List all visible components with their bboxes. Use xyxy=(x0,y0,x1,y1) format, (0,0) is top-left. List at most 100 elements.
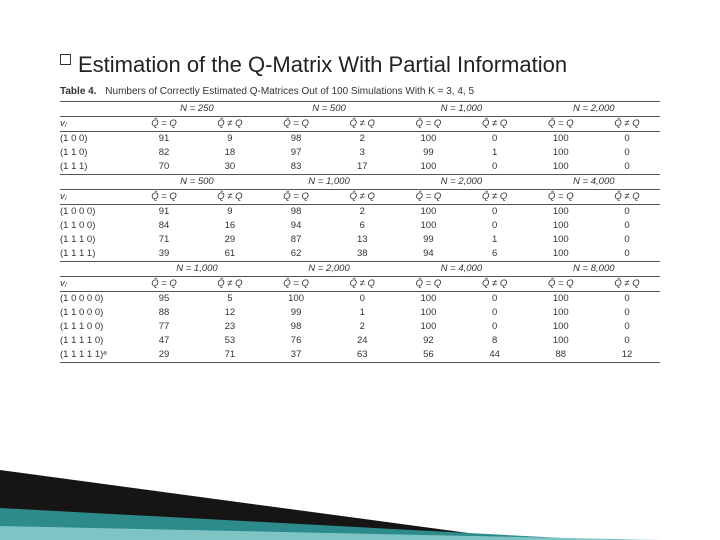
cell-eq: 95 xyxy=(131,291,197,306)
n-header: N = 8,000 xyxy=(528,261,660,276)
cell-eq: 99 xyxy=(263,306,329,320)
cell-neq: 0 xyxy=(594,291,660,306)
cell-neq: 12 xyxy=(594,348,660,363)
cell-neq: 63 xyxy=(329,348,395,363)
vj-value: (1 0 0 0) xyxy=(60,204,131,219)
cell-neq: 0 xyxy=(594,204,660,219)
cell-neq: 29 xyxy=(197,233,263,247)
neq-label: Q̂ ≠ Q xyxy=(197,189,263,204)
n-header: N = 4,000 xyxy=(528,174,660,189)
sub-header-row: vⱼQ̂ = QQ̂ ≠ QQ̂ = QQ̂ ≠ QQ̂ = QQ̂ ≠ QQ̂… xyxy=(60,189,660,204)
cell-neq: 38 xyxy=(329,247,395,262)
cell-neq: 23 xyxy=(197,320,263,334)
neq-label: Q̂ ≠ Q xyxy=(329,276,395,291)
cell-neq: 71 xyxy=(197,348,263,363)
table-row: (1 0 0 0)91998210001000 xyxy=(60,204,660,219)
cell-eq: 100 xyxy=(528,131,594,146)
table-row: (1 0 0 0 0)955100010001000 xyxy=(60,291,660,306)
cell-eq: 97 xyxy=(263,146,329,160)
neq-label: Q̂ ≠ Q xyxy=(197,116,263,131)
eq-label: Q̂ = Q xyxy=(528,276,594,291)
cell-neq: 44 xyxy=(462,348,528,363)
vj-value: (1 1 1) xyxy=(60,160,131,175)
cell-eq: 56 xyxy=(395,348,461,363)
vj-head-empty xyxy=(60,261,131,276)
sub-header-row: vⱼQ̂ = QQ̂ ≠ QQ̂ = QQ̂ ≠ QQ̂ = QQ̂ ≠ QQ̂… xyxy=(60,116,660,131)
cell-neq: 17 xyxy=(329,160,395,175)
cell-eq: 70 xyxy=(131,160,197,175)
vj-label: vⱼ xyxy=(60,189,131,204)
cell-eq: 29 xyxy=(131,348,197,363)
cell-eq: 62 xyxy=(263,247,329,262)
cell-neq: 2 xyxy=(329,320,395,334)
eq-label: Q̂ = Q xyxy=(528,116,594,131)
table-row: (1 1 1 0)712987139911000 xyxy=(60,233,660,247)
cell-eq: 100 xyxy=(395,219,461,233)
cell-neq: 0 xyxy=(594,320,660,334)
cell-eq: 39 xyxy=(131,247,197,262)
table-caption: Table 4. Numbers of Correctly Estimated … xyxy=(60,86,660,97)
title-text: Estimation of the Q-Matrix With Partial … xyxy=(78,52,567,77)
cell-eq: 99 xyxy=(395,146,461,160)
cell-neq: 0 xyxy=(462,320,528,334)
cell-neq: 0 xyxy=(594,131,660,146)
sub-header-row: vⱼQ̂ = QQ̂ ≠ QQ̂ = QQ̂ ≠ QQ̂ = QQ̂ ≠ QQ̂… xyxy=(60,276,660,291)
cell-neq: 0 xyxy=(329,291,395,306)
cell-eq: 100 xyxy=(528,291,594,306)
cell-neq: 13 xyxy=(329,233,395,247)
cell-eq: 100 xyxy=(395,131,461,146)
group-n-row: N = 1,000N = 2,000N = 4,000N = 8,000 xyxy=(60,261,660,276)
cell-neq: 9 xyxy=(197,131,263,146)
eq-label: Q̂ = Q xyxy=(263,189,329,204)
caption-text: Numbers of Correctly Estimated Q-Matrice… xyxy=(105,86,474,97)
neq-label: Q̂ ≠ Q xyxy=(462,189,528,204)
cell-eq: 37 xyxy=(263,348,329,363)
neq-label: Q̂ ≠ Q xyxy=(197,276,263,291)
n-header: N = 500 xyxy=(131,174,263,189)
cell-neq: 61 xyxy=(197,247,263,262)
vj-value: (1 1 1 1 1)ᵃ xyxy=(60,348,131,363)
vj-head-empty xyxy=(60,101,131,116)
vj-head-empty xyxy=(60,174,131,189)
cell-neq: 5 xyxy=(197,291,263,306)
cell-eq: 84 xyxy=(131,219,197,233)
cell-neq: 8 xyxy=(462,334,528,348)
cell-neq: 6 xyxy=(329,219,395,233)
neq-label: Q̂ ≠ Q xyxy=(462,116,528,131)
cell-neq: 16 xyxy=(197,219,263,233)
cell-neq: 30 xyxy=(197,160,263,175)
cell-neq: 0 xyxy=(594,334,660,348)
n-header: N = 2,000 xyxy=(395,174,527,189)
cell-eq: 100 xyxy=(395,320,461,334)
q-matrix-table: N = 250N = 500N = 1,000N = 2,000vⱼQ̂ = Q… xyxy=(60,101,660,363)
cell-eq: 100 xyxy=(528,160,594,175)
cell-eq: 98 xyxy=(263,131,329,146)
cell-eq: 82 xyxy=(131,146,197,160)
cell-neq: 0 xyxy=(462,204,528,219)
cell-eq: 92 xyxy=(395,334,461,348)
caption-label: Table 4. xyxy=(60,86,97,97)
n-header: N = 1,000 xyxy=(395,101,527,116)
n-header: N = 2,000 xyxy=(263,261,395,276)
eq-label: Q̂ = Q xyxy=(528,189,594,204)
slide-title: Estimation of the Q-Matrix With Partial … xyxy=(60,50,660,80)
eq-label: Q̂ = Q xyxy=(263,276,329,291)
cell-eq: 100 xyxy=(395,204,461,219)
eq-label: Q̂ = Q xyxy=(131,276,197,291)
cell-neq: 12 xyxy=(197,306,263,320)
vj-label: vⱼ xyxy=(60,276,131,291)
cell-eq: 91 xyxy=(131,204,197,219)
vj-value: (1 1 1 1 0) xyxy=(60,334,131,348)
cell-eq: 100 xyxy=(528,247,594,262)
cell-neq: 9 xyxy=(197,204,263,219)
vj-label: vⱼ xyxy=(60,116,131,131)
cell-eq: 100 xyxy=(528,320,594,334)
cell-eq: 98 xyxy=(263,204,329,219)
cell-eq: 100 xyxy=(528,233,594,247)
neq-label: Q̂ ≠ Q xyxy=(594,116,660,131)
n-header: N = 4,000 xyxy=(395,261,527,276)
n-header: N = 500 xyxy=(263,101,395,116)
table-row: (1 0 0)91998210001000 xyxy=(60,131,660,146)
cell-neq: 53 xyxy=(197,334,263,348)
cell-neq: 0 xyxy=(462,160,528,175)
